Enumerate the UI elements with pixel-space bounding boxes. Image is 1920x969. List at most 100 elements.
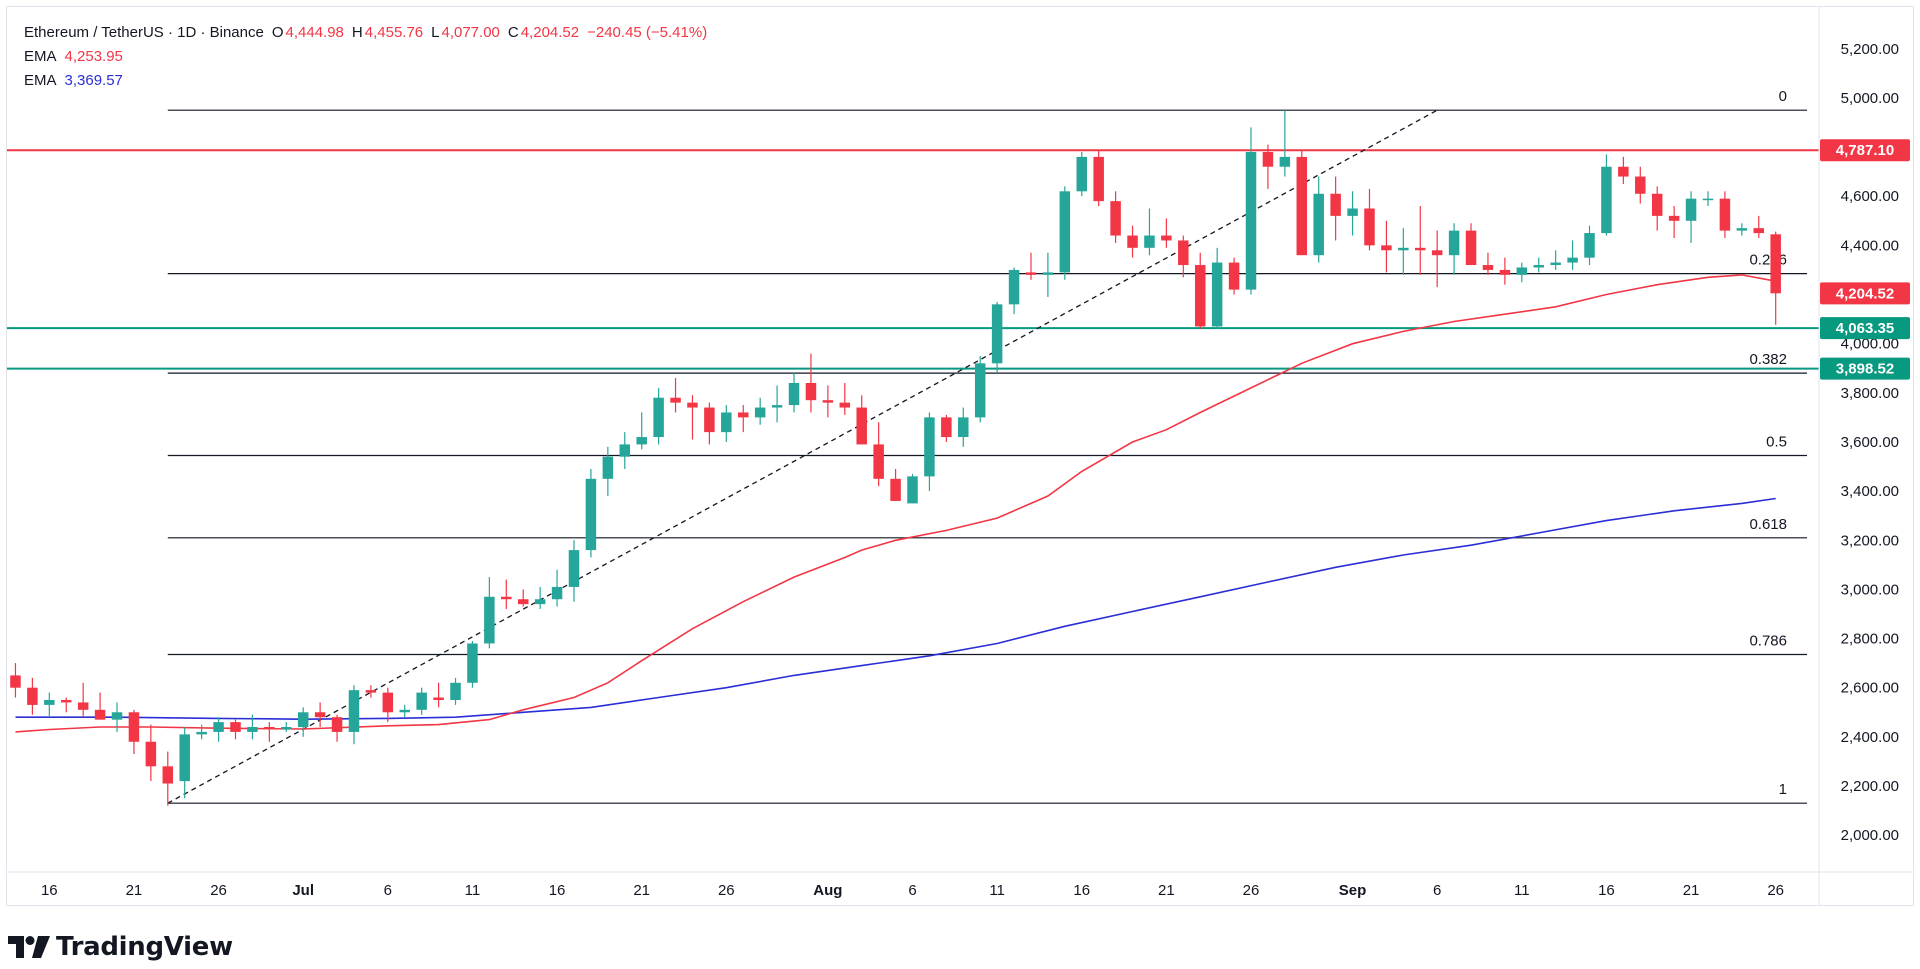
tradingview-logo[interactable]: TradingView [8,930,233,964]
x-tick-label: 26 [1767,882,1784,899]
candle-body [1465,230,1477,266]
candle [484,577,495,649]
candle [1330,176,1341,241]
support-price-tag-2: 3,898.52 [1820,357,1910,380]
candle [60,697,72,713]
candle [77,682,89,718]
candle [348,685,360,745]
x-tick-label: Aug [813,882,842,899]
candle-body [484,596,495,644]
candle-body [771,405,783,408]
fibonacci-retracement: 0 0.236 0.382 0.5 0.618 0.786 1 [167,88,1807,804]
candle-body [1161,235,1172,241]
y-tick-label: 4,000.00 [1841,336,1899,353]
close-label: C [507,24,519,41]
fib-label-0.382: 0.382 [1749,351,1787,368]
x-tick-label: 16 [41,882,58,899]
ema-lines [15,274,1776,733]
support-price-tag-2-bg [1820,357,1910,380]
trend-line-group [167,109,1438,804]
candle-body [1398,247,1409,251]
candle [1110,191,1121,243]
candle [738,405,749,433]
y-tick-label: 3,800.00 [1841,385,1899,402]
fib-label-0.786: 0.786 [1749,633,1787,650]
candle [1415,206,1426,275]
candle [1770,231,1781,325]
x-tick-label: 6 [908,882,916,899]
candle-body [10,675,21,688]
y-tick-label: 3,600.00 [1841,434,1899,451]
ema-slow-row[interactable]: EMA 3,369.57 [24,69,707,93]
x-tick-label: 26 [718,882,735,899]
candle-body [991,304,1003,364]
candle-body [670,397,681,403]
ema-slow-value: 3,369.57 [64,72,123,89]
chart-legend: Ethereum / TetherUS · 1D · Binance O 4,44… [24,21,707,93]
candle-body [348,690,360,732]
candle-body [1313,193,1324,256]
y-tick-label: 4,600.00 [1841,188,1899,205]
candle-body [1347,208,1358,216]
candle-body [1753,228,1765,234]
y-tick-label: 4,400.00 [1841,237,1899,254]
candle-body [1770,234,1781,294]
close-value: 4,204.52 [520,24,580,41]
candle-body [247,727,258,732]
candle-body [1635,176,1646,194]
symbol-title[interactable]: Ethereum / TetherUS · 1D · Binance [24,24,264,41]
candle [534,586,546,610]
candle-body [94,709,106,720]
candle [1144,208,1155,256]
candle-body [822,400,834,403]
candle-body [721,412,732,433]
candle [1076,151,1087,197]
tradingview-logo-text: TradingView [56,932,233,962]
candle-body [1296,156,1308,256]
candle-body [450,682,461,700]
candle [788,373,800,413]
price-chart[interactable]: 0 0.236 0.382 0.5 0.618 0.786 1 2,000.00 2,200.… [7,7,1913,905]
candle [721,405,732,442]
support-price-tag-1: 4,063.35 [1820,317,1910,340]
candle-body [314,712,326,718]
candle-body [1448,230,1460,256]
candle [1719,191,1731,238]
ema-fast-value: 4,253.95 [64,48,123,65]
ema-fast-row[interactable]: EMA 4,253.95 [24,45,707,69]
candle [10,663,21,698]
candle [1194,252,1206,329]
candle-body [1533,265,1544,268]
resistance-price-tag-0-bg [1820,139,1910,162]
candle-body [805,382,817,401]
candle-body [399,709,410,713]
candle-body [1685,198,1697,221]
candle-body [517,599,529,605]
chart-container[interactable]: 0 0.236 0.382 0.5 0.618 0.786 1 2,000.00 2,200.… [6,6,1914,906]
candle [1567,240,1578,270]
fib-label-0: 0 [1779,88,1787,105]
candle-body [974,363,986,418]
candle-body [1144,235,1155,248]
candle [958,407,969,447]
candle [1702,191,1714,207]
candle [247,714,258,740]
y-tick-label: 3,400.00 [1841,483,1899,500]
ema-fast-label: EMA [24,48,57,65]
candle-body [1618,166,1629,177]
candle [1381,220,1392,273]
candle [94,692,106,720]
candle [1093,149,1104,207]
fib-label-0.618: 0.618 [1749,516,1787,533]
y-tick-label: 5,200.00 [1841,41,1899,58]
candle-body [1381,245,1392,251]
candle-body [534,599,546,605]
candle-body [907,476,918,504]
candle-body [856,407,867,445]
candle-body [162,766,174,784]
candle [568,540,580,602]
candle-body [551,586,563,600]
candle-body [636,437,647,445]
candle [1465,223,1477,266]
x-tick-label: 21 [633,882,650,899]
